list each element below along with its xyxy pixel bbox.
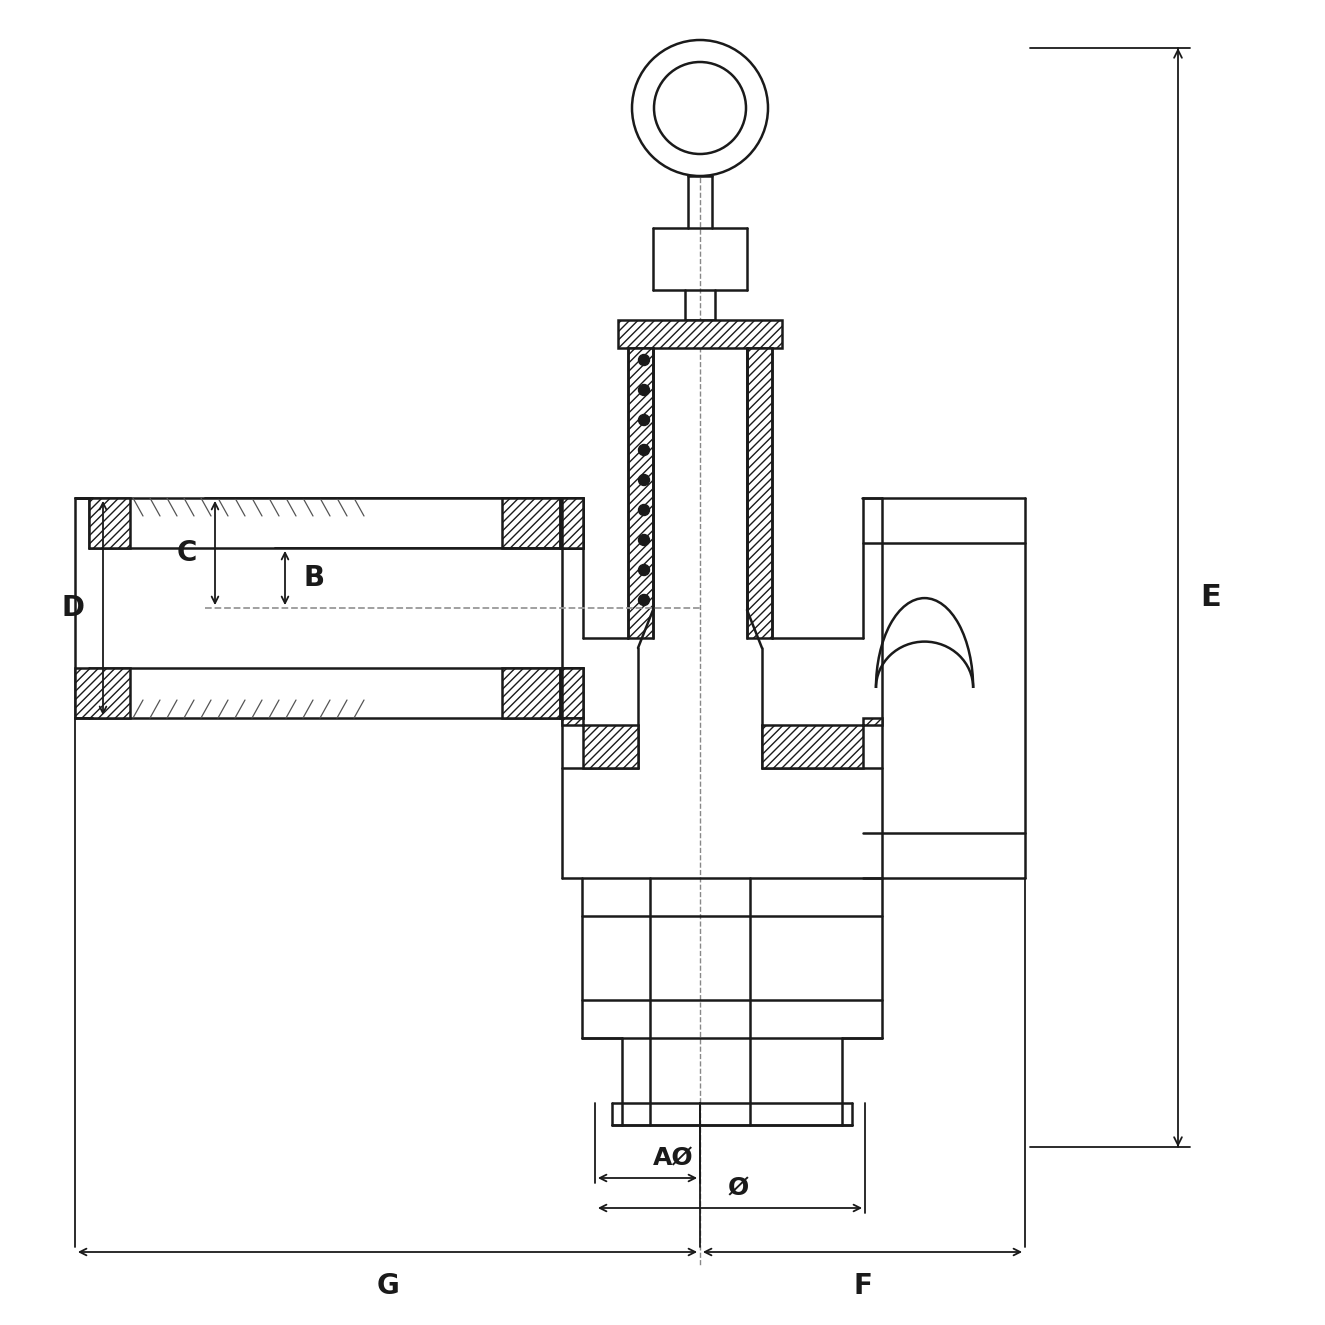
Polygon shape xyxy=(628,348,653,639)
Circle shape xyxy=(655,62,746,154)
Polygon shape xyxy=(76,498,130,549)
Polygon shape xyxy=(747,348,772,639)
Text: Ø: Ø xyxy=(727,1177,749,1200)
Circle shape xyxy=(639,564,649,575)
Polygon shape xyxy=(762,718,882,768)
Text: C: C xyxy=(176,539,197,567)
Circle shape xyxy=(639,595,649,606)
Polygon shape xyxy=(617,321,782,348)
Circle shape xyxy=(639,505,649,515)
Polygon shape xyxy=(562,718,639,768)
Text: D: D xyxy=(62,594,85,621)
Polygon shape xyxy=(560,668,583,718)
Circle shape xyxy=(632,40,768,176)
Circle shape xyxy=(639,534,649,546)
Circle shape xyxy=(639,384,649,395)
Text: B: B xyxy=(303,564,325,592)
Text: F: F xyxy=(853,1272,872,1300)
Circle shape xyxy=(639,444,649,456)
Polygon shape xyxy=(502,668,560,718)
Polygon shape xyxy=(560,498,583,549)
Circle shape xyxy=(639,474,649,485)
Polygon shape xyxy=(76,668,130,718)
Polygon shape xyxy=(562,668,583,718)
Text: E: E xyxy=(1200,583,1220,612)
Circle shape xyxy=(639,355,649,366)
Text: AØ: AØ xyxy=(653,1146,693,1170)
Polygon shape xyxy=(502,498,560,549)
Circle shape xyxy=(639,415,649,425)
Polygon shape xyxy=(562,498,583,549)
Text: G: G xyxy=(376,1272,399,1300)
